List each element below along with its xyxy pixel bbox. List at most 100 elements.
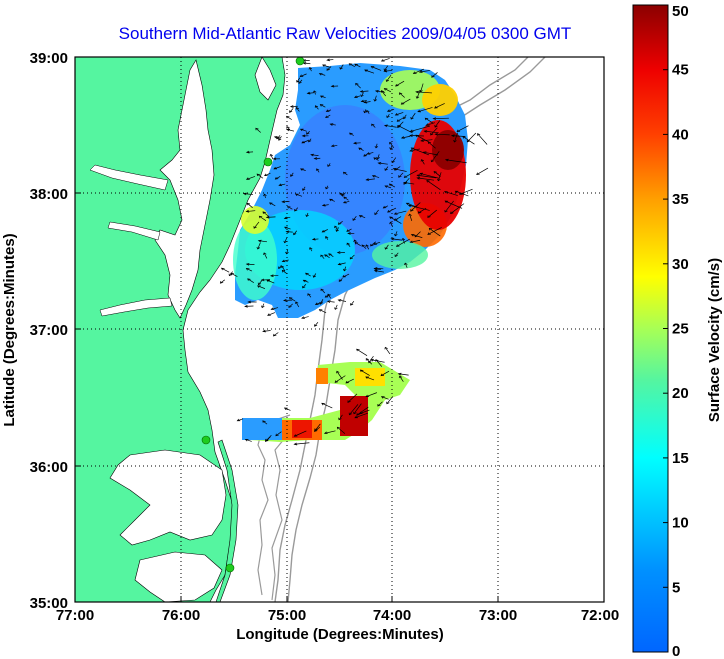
velocity-arrow-head: [383, 124, 388, 128]
velocity-arrow: [334, 304, 338, 310]
velocity-arrow-head: [399, 92, 403, 95]
velocity-arrow: [338, 299, 347, 302]
velocity-arrow: [434, 120, 441, 128]
velocity-arrow-head: [396, 244, 400, 247]
velocity-arrow-head: [278, 138, 282, 141]
velocity-arrow: [378, 162, 388, 165]
velocity-arrow-head: [353, 141, 357, 145]
velocity-arrow: [305, 272, 311, 277]
velocity-arrow-head: [383, 88, 388, 91]
velocity-arrow-head: [320, 254, 324, 258]
velocity-arrow: [255, 127, 261, 133]
velocity-arrow: [264, 194, 266, 199]
velocity-arrow: [246, 268, 253, 272]
velocity-arrow: [314, 423, 321, 431]
velocity-arrow-head: [358, 215, 363, 218]
velocity-arrow-head: [245, 150, 250, 154]
velocity-arrow-head: [427, 215, 431, 218]
velocity-arrow: [258, 280, 263, 285]
speed-patch-orange: [316, 368, 328, 384]
velocity-arrow-head: [339, 192, 344, 196]
velocity-arrow-head: [311, 237, 316, 241]
speed-patch-blue: [242, 418, 282, 440]
velocity-arrow-head: [383, 69, 388, 73]
velocity-arrow: [281, 265, 286, 272]
velocity-arrow: [256, 173, 264, 179]
velocity-arrow-head: [355, 82, 359, 86]
velocity-arrow: [230, 272, 238, 277]
velocity-arrow-head: [342, 171, 347, 175]
velocity-arrow-head: [253, 226, 257, 229]
colorbar-tick-label: 45: [672, 62, 689, 79]
velocity-arrow-head: [319, 302, 323, 305]
velocity-arrow: [246, 176, 256, 180]
velocity-arrow-head: [325, 186, 329, 190]
velocity-arrow-head: [299, 128, 304, 132]
velocity-arrow-head: [337, 222, 342, 225]
velocity-arrow-head: [321, 402, 325, 406]
colorbar-ticks: 0 5 10 15 20 25 30 35 40 45 50: [663, 3, 689, 659]
velocity-arrow: [384, 70, 393, 72]
velocity-arrow-head: [319, 104, 324, 107]
velocity-arrow: [389, 216, 402, 224]
velocity-arrow: [259, 215, 267, 221]
velocity-arrow-head: [346, 229, 350, 232]
velocity-arrow: [293, 230, 298, 235]
colorbar-tick-label: 20: [672, 385, 689, 402]
velocity-arrow-head: [318, 309, 323, 312]
velocity-arrow: [402, 238, 405, 244]
velocity-arrow: [275, 431, 282, 437]
albemarle-sound: [109, 449, 227, 546]
velocity-arrow-head: [289, 174, 294, 177]
velocity-arrow-head: [293, 434, 298, 437]
velocity-arrow-head: [347, 400, 351, 403]
velocity-arrow: [327, 300, 335, 303]
velocity-arrow: [360, 90, 369, 92]
velocity-arrow-head: [269, 202, 273, 205]
velocity-arrow: [431, 151, 440, 162]
velocity-arrow-head: [360, 94, 364, 98]
speed-patch-yellow: [241, 206, 269, 234]
velocity-arrow: [417, 174, 437, 179]
velocity-arrow-head: [373, 269, 378, 273]
velocity-arrow-head: [324, 254, 328, 257]
velocity-arrow: [423, 151, 439, 156]
velocity-arrow-head: [430, 132, 434, 136]
velocity-arrow: [428, 141, 436, 149]
velocity-arrow: [278, 136, 282, 141]
velocity-arrow: [258, 240, 268, 243]
velocity-arrow-head: [401, 237, 406, 241]
velocity-arrow: [431, 72, 438, 78]
velocity-arrow-head: [437, 178, 441, 182]
x-tick-label: 74:00: [373, 607, 411, 624]
velocity-arrow: [364, 69, 375, 74]
velocity-arrow: [399, 92, 405, 98]
velocity-arrow-head: [397, 125, 402, 128]
velocity-arrow-head: [409, 240, 414, 244]
velocity-arrow-head: [380, 396, 385, 399]
velocity-arrow-head: [296, 80, 300, 83]
velocity-arrow-head: [400, 102, 405, 105]
velocity-arrow: [410, 125, 431, 132]
velocity-arrow-head: [415, 90, 419, 94]
velocity-arrow-head: [281, 259, 286, 263]
velocity-arrow-head: [377, 162, 382, 165]
colorbar-tick-label: 30: [672, 256, 689, 273]
velocity-arrow-head: [320, 288, 324, 292]
velocity-arrow-head: [294, 301, 299, 305]
velocity-arrow-head: [276, 136, 280, 140]
velocity-arrow-head: [260, 278, 265, 282]
velocity-arrow: [455, 190, 469, 197]
velocity-arrow-head: [278, 266, 282, 270]
velocity-arrow-head: [409, 134, 413, 137]
velocity-arrow-head: [456, 129, 461, 133]
velocity-arrow-head: [417, 109, 422, 113]
velocity-arrow-head: [384, 346, 388, 350]
velocity-arrow-head: [328, 253, 332, 256]
velocity-arrow: [300, 128, 307, 132]
velocity-arrow-head: [360, 99, 365, 103]
velocity-arrow: [384, 125, 397, 128]
station-marker: [295, 56, 305, 66]
velocity-arrow: [284, 407, 291, 411]
